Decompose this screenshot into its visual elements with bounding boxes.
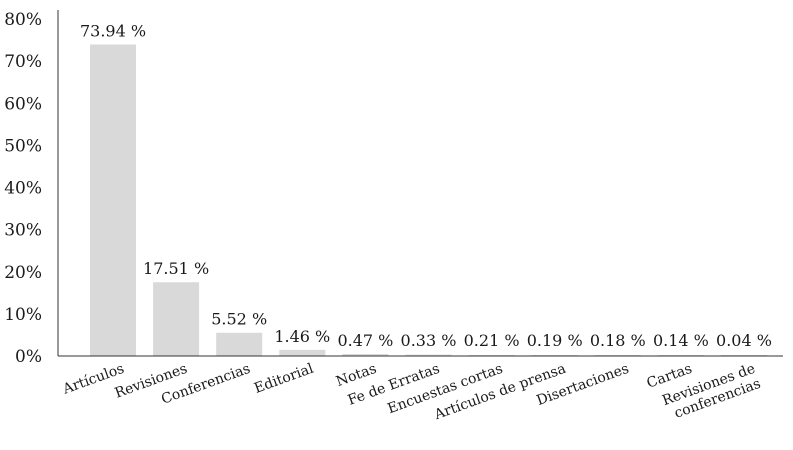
x-tick-label: Editorial — [252, 361, 316, 397]
y-tick-label: 60% — [4, 94, 42, 114]
bars — [90, 44, 767, 357]
data-label: 1.46 % — [274, 327, 330, 346]
y-tick-label: 30% — [4, 221, 42, 241]
bar — [216, 332, 263, 356]
y-tick-label: 50% — [4, 136, 42, 156]
data-label: 0.19 % — [527, 331, 583, 350]
y-tick-label: 20% — [4, 263, 42, 283]
y-tick-label: 80% — [4, 10, 42, 30]
y-tick-label: 70% — [4, 52, 42, 72]
bar — [90, 44, 136, 357]
data-labels: 73.94 % 17.51 % 5.52 % 1.46 % 0.47 % 0.33 % 0.… — [80, 22, 772, 350]
bar — [342, 354, 389, 356]
data-label: 0.14 % — [653, 331, 709, 350]
data-label: 73.94 % — [80, 22, 146, 41]
data-label: 0.04 % — [716, 331, 772, 350]
data-label: 0.33 % — [401, 331, 457, 350]
data-label: 0.47 % — [337, 331, 393, 350]
y-axis-ticks: 0% 10% 20% 30% 40% 50% 60% 70% 80% — [4, 10, 42, 367]
data-label: 17.51 % — [143, 259, 209, 278]
data-label: 5.52 % — [211, 310, 267, 329]
data-label: 0.18 % — [590, 331, 646, 350]
y-tick-label: 0% — [15, 347, 42, 367]
bar — [279, 349, 326, 356]
data-label: 0.21 % — [464, 331, 520, 350]
y-tick-label: 10% — [4, 305, 42, 325]
bar — [153, 282, 200, 356]
bar — [405, 354, 452, 356]
y-tick-label: 40% — [4, 179, 42, 199]
